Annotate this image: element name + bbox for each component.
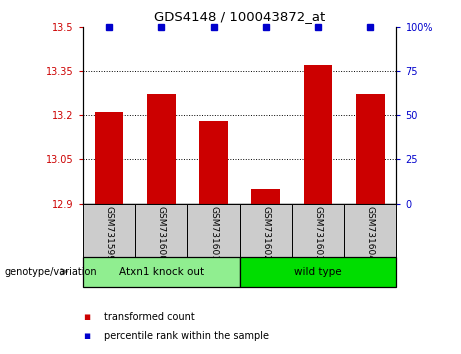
Text: wild type: wild type — [294, 267, 342, 277]
Bar — [240, 257, 396, 287]
Text: Atxn1 knock out: Atxn1 knock out — [119, 267, 204, 277]
Bar — [147, 95, 176, 204]
Bar — [135, 204, 188, 257]
Bar — [95, 112, 124, 204]
Text: ◾: ◾ — [83, 312, 90, 322]
Text: transformed count: transformed count — [104, 312, 195, 322]
Bar — [188, 204, 240, 257]
Text: GSM731601: GSM731601 — [209, 206, 218, 261]
Bar — [199, 121, 228, 204]
Bar — [356, 95, 384, 204]
Bar — [240, 204, 292, 257]
Text: GSM731603: GSM731603 — [313, 206, 323, 261]
Bar — [344, 204, 396, 257]
Text: GSM731600: GSM731600 — [157, 206, 166, 261]
Text: genotype/variation: genotype/variation — [5, 267, 97, 277]
Text: ◾: ◾ — [83, 331, 90, 341]
Bar — [83, 257, 240, 287]
Bar — [292, 204, 344, 257]
Text: GSM731599: GSM731599 — [105, 206, 113, 261]
Bar — [83, 204, 135, 257]
Text: GSM731604: GSM731604 — [366, 206, 375, 261]
Text: GSM731602: GSM731602 — [261, 206, 270, 261]
Bar — [252, 189, 280, 204]
Bar — [304, 65, 332, 204]
Text: percentile rank within the sample: percentile rank within the sample — [104, 331, 269, 341]
Title: GDS4148 / 100043872_at: GDS4148 / 100043872_at — [154, 10, 325, 23]
